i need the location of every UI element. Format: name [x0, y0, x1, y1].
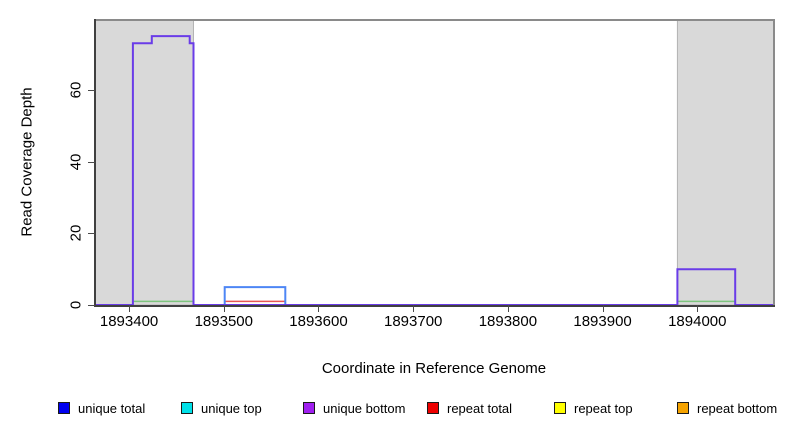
legend-label: unique bottom: [323, 400, 406, 416]
x-tick-mark: [129, 305, 131, 312]
y-tick-mark: [88, 89, 95, 91]
legend-item-repeat-total: repeat total: [427, 400, 512, 416]
y-axis-label: Read Coverage Depth: [18, 87, 36, 237]
legend-swatch: [427, 402, 439, 414]
plot-top-border: [95, 19, 775, 21]
y-tick-mark: [88, 233, 95, 235]
x-tick-mark: [318, 305, 320, 312]
y-tick-label: 0: [67, 300, 85, 310]
legend-item-repeat-top: repeat top: [554, 400, 633, 416]
x-tick-label: 1893500: [194, 313, 253, 330]
series-unique-bottom-trace: [95, 35, 774, 306]
y-tick-label: 40: [67, 153, 85, 170]
x-axis-line: [94, 305, 775, 307]
y-axis-line: [94, 19, 96, 306]
x-tick-label: 1893600: [289, 313, 348, 330]
legend-label: repeat top: [574, 400, 633, 416]
legend-label: repeat total: [447, 400, 513, 416]
legend-swatch: [181, 402, 193, 414]
plot-right-border: [773, 19, 775, 306]
y-tick-label: 20: [67, 224, 85, 242]
coverage-plot-canvas: [94, 19, 775, 306]
x-tick-label: 1893700: [383, 313, 443, 330]
legend-label: repeat bottom: [697, 400, 778, 416]
legend-label: unique top: [201, 400, 262, 416]
legend-swatch: [554, 402, 566, 414]
x-tick-mark: [697, 305, 699, 312]
y-tick-mark: [88, 161, 95, 163]
y-tick-mark: [88, 305, 95, 306]
x-tick-label: 1893400: [99, 313, 159, 330]
x-tick-label: 1893800: [478, 313, 538, 330]
x-axis-label: Coordinate in Reference Genome: [321, 360, 547, 377]
y-tick-label: 60: [67, 81, 85, 99]
x-tick-mark: [602, 305, 604, 312]
x-tick-label: 1894000: [668, 313, 727, 330]
shaded-region: [676, 19, 775, 306]
x-tick-mark: [507, 305, 509, 312]
x-tick-label: 1893900: [573, 313, 632, 330]
legend-item-unique-bottom: unique bottom: [303, 400, 405, 416]
legend-item-unique-top: unique top: [181, 400, 262, 416]
legend-item-repeat-bottom: repeat bottom: [677, 400, 777, 416]
legend-swatch: [677, 402, 689, 414]
legend-swatch: [58, 402, 70, 414]
legend-swatch: [303, 402, 315, 414]
series-unique-total-step: [223, 286, 287, 305]
plot-area: [94, 19, 775, 306]
x-tick-mark: [223, 305, 225, 312]
x-tick-mark: [413, 305, 415, 312]
legend-label: unique total: [78, 400, 146, 416]
legend-item-unique-total: unique total: [58, 400, 145, 416]
shaded-region: [94, 19, 194, 306]
